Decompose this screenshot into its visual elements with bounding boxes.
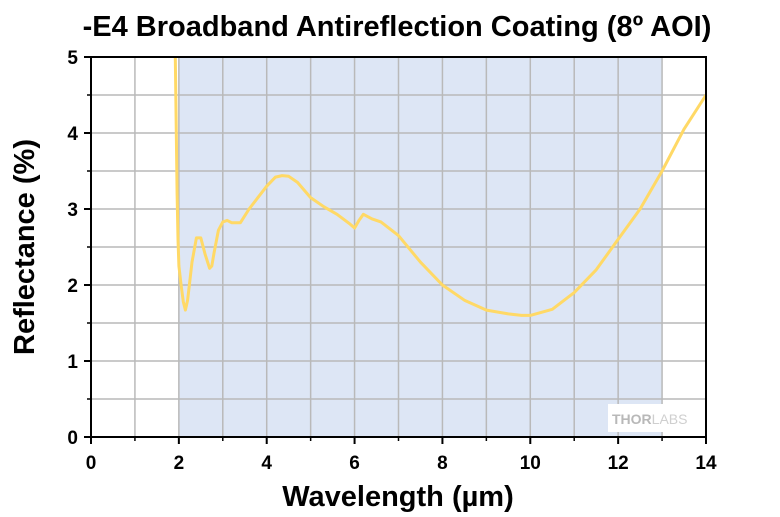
chart-title: -E4 Broadband Antireflection Coating (8º… xyxy=(83,11,712,43)
x-tick-label: 2 xyxy=(174,453,185,474)
x-tick-labels: 0 2 4 6 8 10 12 14 xyxy=(86,453,717,474)
x-tick-label: 4 xyxy=(261,453,272,474)
x-tick-label: 8 xyxy=(437,453,448,474)
y-tick-label: 1 xyxy=(67,352,78,373)
y-tick-label: 5 xyxy=(67,48,78,69)
y-tick-label: 2 xyxy=(67,276,78,297)
axis-ticks xyxy=(84,56,707,444)
x-tick-label: 6 xyxy=(349,453,360,474)
y-tick-labels: 0 1 2 3 4 5 xyxy=(67,48,78,449)
logo-text: THORLABS xyxy=(612,411,687,427)
grid-lines xyxy=(91,57,706,437)
x-tick-label: 0 xyxy=(86,453,97,474)
thorlabs-logo: THORLABS xyxy=(608,404,702,432)
y-tick-label: 3 xyxy=(67,200,78,221)
x-tick-label: 10 xyxy=(520,453,541,474)
y-tick-label: 0 xyxy=(67,428,78,449)
y-axis-label: Reflectance (%) xyxy=(9,139,41,355)
x-tick-label: 14 xyxy=(695,453,717,474)
x-tick-label: 12 xyxy=(608,453,629,474)
x-axis-label: Wavelength (µm) xyxy=(282,481,514,513)
y-tick-label: 4 xyxy=(67,124,78,145)
reflectance-series-line xyxy=(173,56,708,317)
